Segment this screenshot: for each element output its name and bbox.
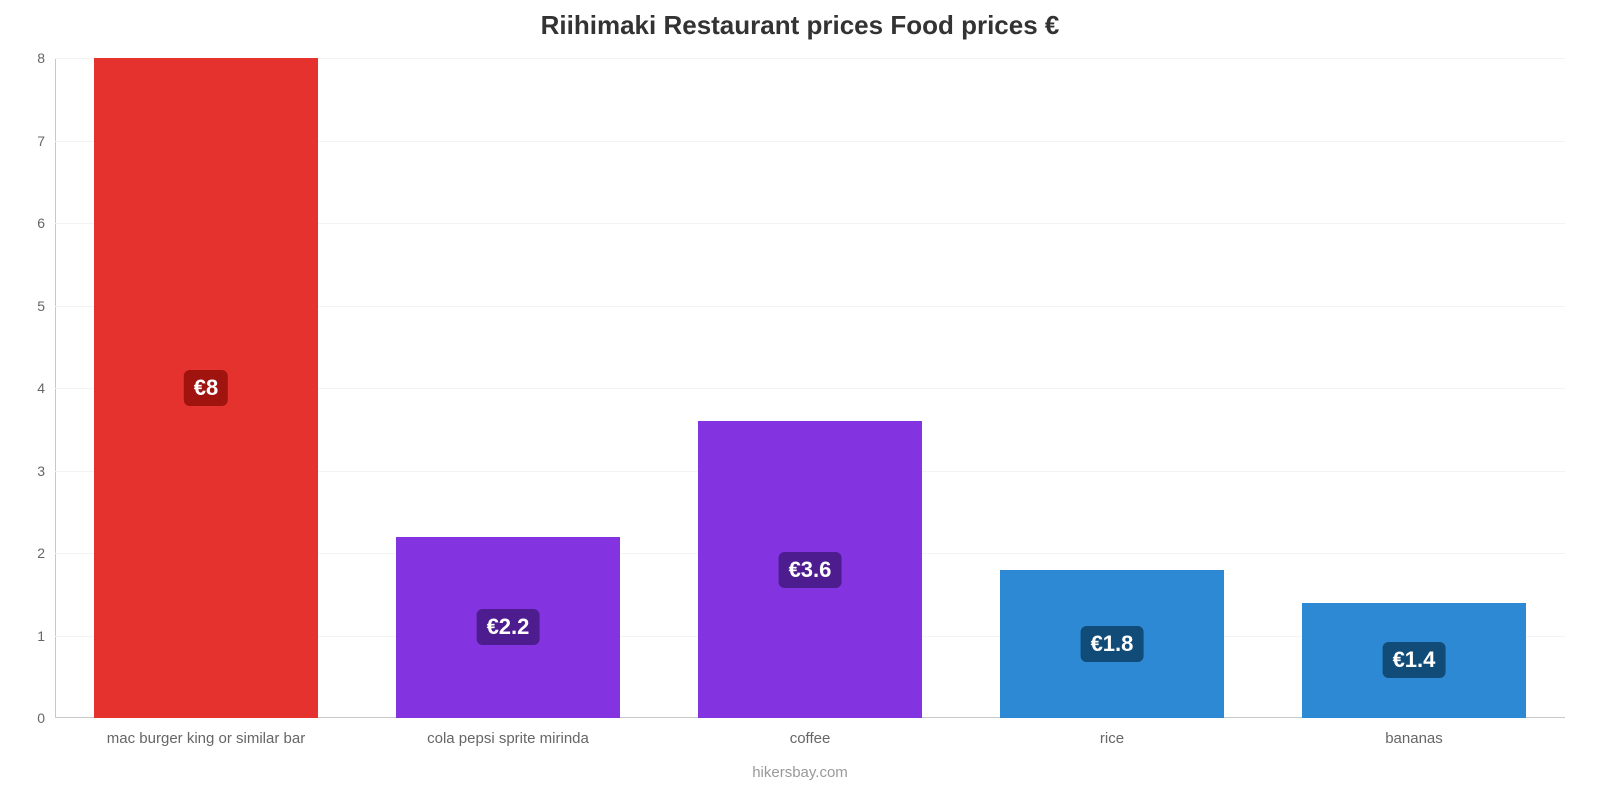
y-tick-label: 7 [37,133,55,149]
y-tick-label: 8 [37,50,55,66]
chart-footer: hikersbay.com [0,764,1600,781]
x-tick-label: bananas [1385,718,1443,747]
x-tick-label: cola pepsi sprite mirinda [427,718,589,747]
bar-value-label: €3.6 [779,552,842,588]
x-tick-label: mac burger king or similar bar [107,718,305,747]
y-tick-label: 6 [37,215,55,231]
bar: €8 [94,58,317,718]
chart-container: Riihimaki Restaurant prices Food prices … [0,0,1600,800]
bar: €3.6 [698,421,921,718]
x-tick-label: rice [1100,718,1124,747]
plot-area: 012345678€8mac burger king or similar ba… [55,58,1565,718]
y-tick-label: 2 [37,545,55,561]
x-tick-label: coffee [790,718,831,747]
y-tick-label: 4 [37,380,55,396]
bar-value-label: €1.8 [1081,626,1144,662]
y-tick-label: 5 [37,298,55,314]
bar: €1.4 [1302,603,1525,719]
y-tick-label: 3 [37,463,55,479]
bar: €2.2 [396,537,619,719]
bar: €1.8 [1000,570,1223,719]
chart-title: Riihimaki Restaurant prices Food prices … [0,10,1600,41]
bar-value-label: €1.4 [1383,642,1446,678]
y-tick-label: 0 [37,710,55,726]
bar-value-label: €8 [184,370,228,406]
y-tick-label: 1 [37,628,55,644]
bar-value-label: €2.2 [477,609,540,645]
